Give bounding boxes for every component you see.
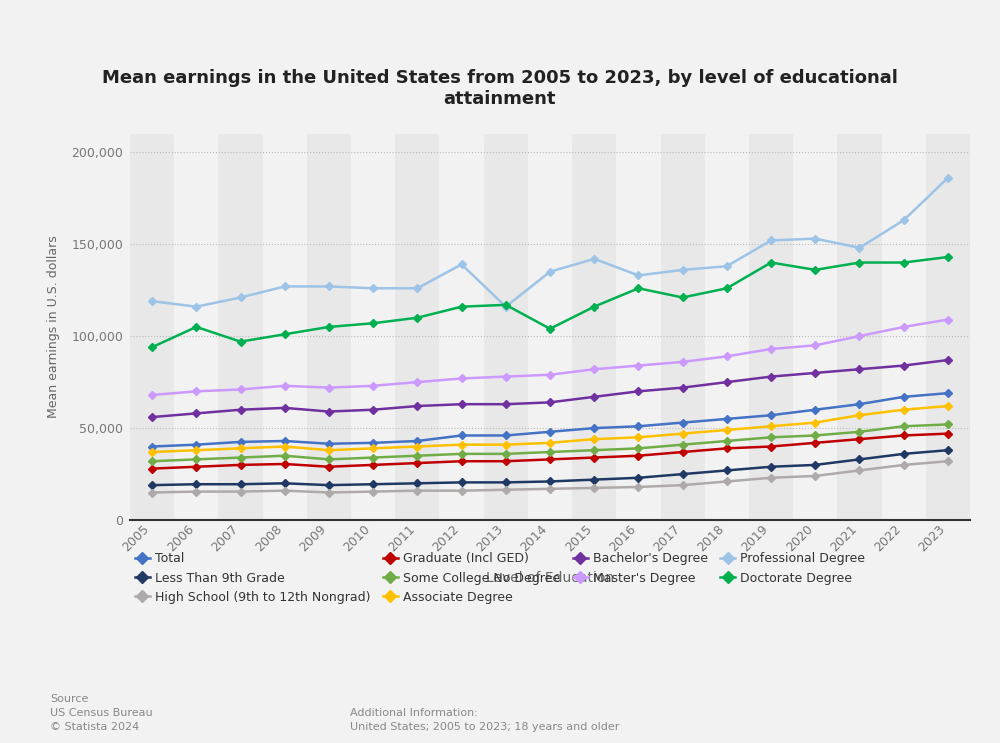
Bar	[837, 134, 882, 520]
Bar	[882, 134, 926, 520]
Bar	[218, 134, 263, 520]
Bar	[263, 134, 307, 520]
Text: Additional Information:
United States; 2005 to 2023; 18 years and older: Additional Information: United States; 2…	[350, 708, 619, 732]
Bar	[395, 134, 439, 520]
Bar	[351, 134, 395, 520]
Bar	[749, 134, 793, 520]
Bar	[572, 134, 616, 520]
X-axis label: Level of Education: Level of Education	[486, 571, 614, 585]
Bar	[661, 134, 705, 520]
Bar	[174, 134, 218, 520]
Bar	[307, 134, 351, 520]
Bar	[528, 134, 572, 520]
Bar	[926, 134, 970, 520]
Bar	[439, 134, 484, 520]
Text: Source
US Census Bureau
© Statista 2024: Source US Census Bureau © Statista 2024	[50, 694, 153, 732]
Bar	[616, 134, 661, 520]
Bar	[130, 134, 174, 520]
Y-axis label: Mean earnings in U.S. dollars: Mean earnings in U.S. dollars	[47, 236, 60, 418]
Bar	[484, 134, 528, 520]
Bar	[705, 134, 749, 520]
Legend: Total, Less Than 9th Grade, High School (9th to 12th Nongrad), Graduate (Incl GE: Total, Less Than 9th Grade, High School …	[135, 552, 865, 604]
Bar	[793, 134, 837, 520]
Text: Mean earnings in the United States from 2005 to 2023, by level of educational
at: Mean earnings in the United States from …	[102, 69, 898, 108]
